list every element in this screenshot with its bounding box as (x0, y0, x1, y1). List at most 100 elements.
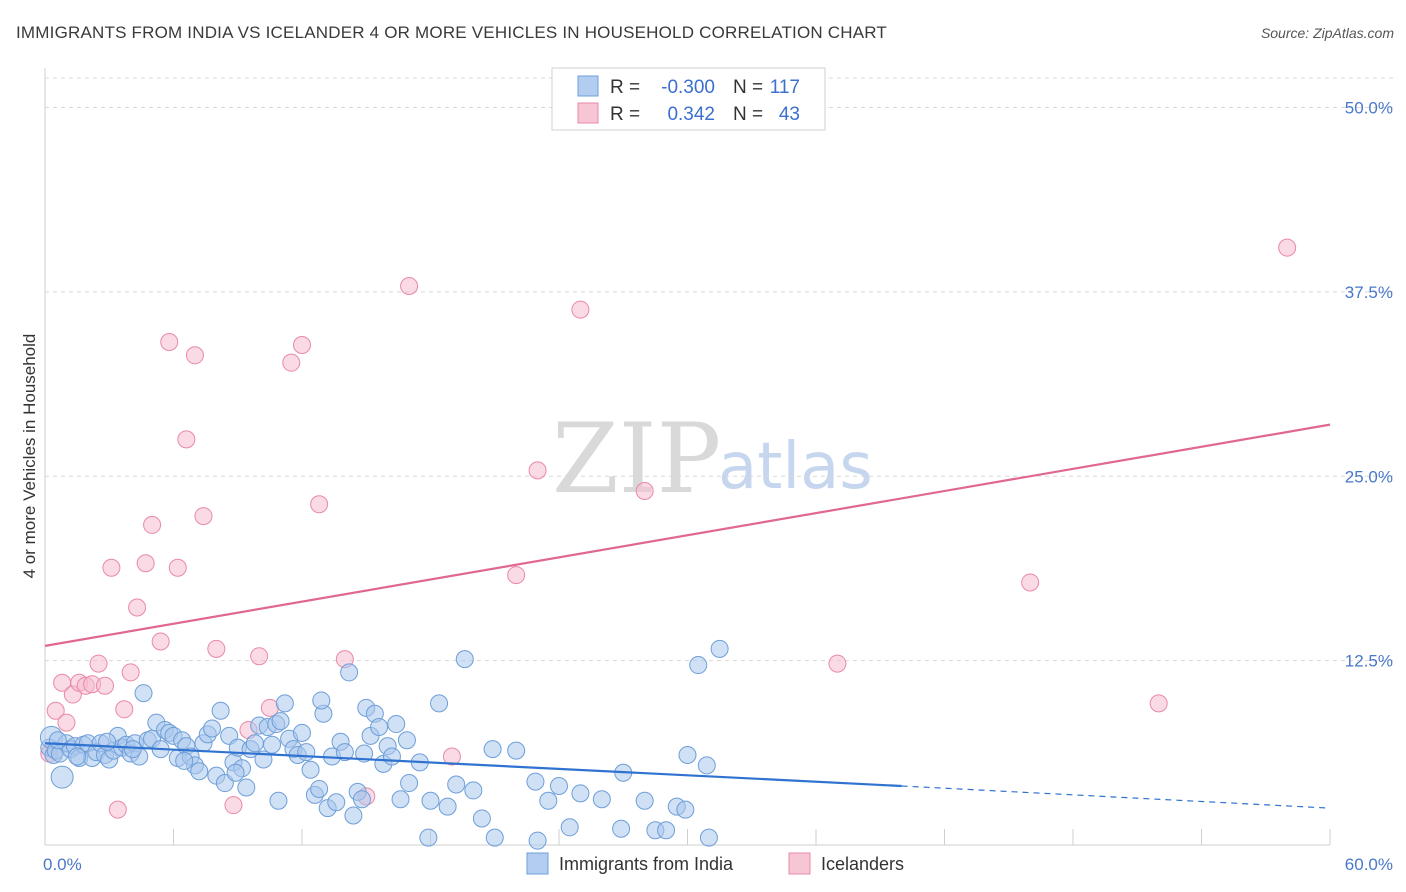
y-tick-label: 25.0% (1345, 467, 1393, 486)
india-point (612, 819, 631, 838)
india-point (297, 743, 316, 762)
india-point (271, 712, 290, 731)
axis-layer: 12.5% 25.0% 37.5% 50.0% 0.0% 60.0% (43, 68, 1393, 874)
legend-r-label-icelanders: R = (610, 104, 640, 125)
bottom-legend: Immigrants from India Icelanders (526, 852, 904, 875)
india-point (689, 656, 708, 675)
india-point (485, 828, 504, 847)
india-point (237, 778, 256, 797)
icelanders-point (57, 713, 76, 732)
icelanders-point (46, 701, 65, 720)
india-point (397, 731, 416, 750)
india-point (370, 718, 389, 736)
india-point (382, 747, 401, 766)
icelanders-trend-line (44, 423, 1331, 647)
india-point (175, 751, 194, 770)
watermark-atlas: atlas (718, 430, 873, 504)
india-point (301, 760, 320, 779)
india-point (344, 806, 363, 825)
icelanders-point (293, 335, 311, 354)
india-point (419, 828, 438, 847)
icelanders-point (828, 654, 847, 673)
india-point (50, 765, 74, 789)
icelanders-point (282, 353, 301, 372)
india-point (571, 784, 590, 803)
india-point (592, 790, 611, 809)
india-point (134, 684, 153, 703)
chart-source: Source: ZipAtlas.com (1261, 25, 1394, 41)
chart-title: IMMIGRANTS FROM INDIA VS ICELANDER 4 OR … (16, 23, 887, 42)
icelanders-point (136, 554, 155, 573)
x-tick-label-max: 60.0% (1345, 855, 1393, 874)
icelanders-point (102, 558, 121, 577)
india-point (391, 790, 410, 809)
india-point (421, 791, 440, 810)
icelanders-point (177, 430, 196, 449)
india-point (68, 747, 87, 766)
bottom-legend-label-india: Immigrants from India (559, 854, 734, 874)
india-point (275, 694, 294, 713)
icelanders-point (250, 647, 269, 666)
india-trend-line-extension (901, 785, 1331, 809)
icelanders-point (194, 507, 213, 526)
y-tick-label: 37.5% (1345, 283, 1393, 302)
bottom-legend-swatch-icelanders (788, 852, 811, 875)
india-point (635, 791, 654, 810)
india-point (352, 790, 371, 809)
icelanders-point (143, 515, 162, 534)
watermark-zip: ZIP (552, 403, 721, 515)
india-point (464, 781, 483, 800)
legend-n-label-india: N = (733, 77, 763, 98)
legend-swatch-icelanders (577, 102, 599, 124)
india-point (699, 828, 718, 847)
icelanders-point (400, 276, 419, 295)
icelanders-point (89, 654, 108, 673)
india-point (528, 831, 547, 850)
icelanders-point (95, 676, 114, 695)
india-point (190, 762, 209, 781)
india-point (335, 743, 354, 762)
bottom-legend-label-icelanders: Icelanders (821, 854, 904, 874)
india-trend-line (44, 742, 902, 788)
grid-layer (45, 77, 1393, 662)
india-point (203, 719, 222, 738)
india-point (387, 715, 406, 734)
icelanders-point (108, 800, 127, 819)
india-point (678, 746, 697, 765)
icelanders-point (310, 495, 329, 514)
india-point (483, 740, 502, 759)
india-point (472, 809, 491, 828)
india-point (226, 763, 245, 782)
india-point (269, 791, 288, 810)
india-point (340, 663, 359, 682)
india-point (48, 731, 67, 750)
legend-r-value-icelanders: 0.342 (667, 104, 715, 125)
legend-n-value-icelanders: 43 (779, 104, 800, 125)
icelanders-point (1278, 238, 1297, 257)
legend-n-value-india: 117 (770, 77, 800, 98)
legend-r-value-india: -0.300 (661, 77, 715, 98)
india-point (697, 756, 716, 775)
icelanders-point (115, 700, 134, 719)
icelanders-point (121, 663, 140, 682)
y-tick-label: 12.5% (1345, 652, 1393, 671)
india-point (211, 701, 230, 720)
icelanders-point (168, 558, 187, 577)
india-point (710, 639, 729, 658)
india-points (39, 639, 729, 850)
india-point (310, 779, 329, 798)
india-point (123, 740, 142, 759)
icelanders-point (571, 300, 590, 319)
india-point (526, 772, 545, 791)
india-point (430, 694, 449, 713)
india-point (560, 818, 579, 837)
india-point (676, 800, 695, 819)
icelanders-point (128, 598, 147, 617)
india-point (327, 793, 346, 812)
icelanders-point (160, 333, 179, 352)
india-point (550, 777, 568, 795)
india-point (263, 735, 282, 754)
legend-swatch-india (577, 75, 599, 97)
icelanders-point (442, 747, 461, 766)
